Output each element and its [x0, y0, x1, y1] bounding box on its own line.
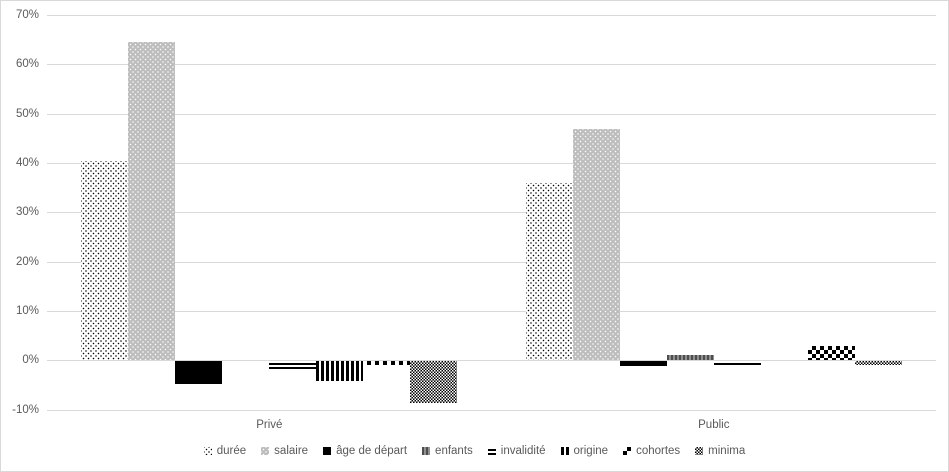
legend-item-vertical-lines: origine	[560, 444, 609, 458]
legend-marker-dots-sparse-black-icon	[203, 447, 212, 455]
legend-item-dots-sparse-black: durée	[203, 444, 247, 458]
gridline-50%	[47, 113, 936, 115]
gridline-0%	[47, 360, 936, 362]
legend-item-horizontal-lines: invalidité	[487, 444, 546, 458]
gridline-40%	[47, 163, 936, 164]
bar-gray-with-white-dots-public	[572, 128, 620, 361]
legend-item-checkerboard-large: cohortes	[623, 444, 680, 458]
bar-checkerboard-large-public	[807, 345, 855, 361]
legend-label: âge de départ	[336, 445, 408, 457]
y-axis-tick-label: 10%	[15, 305, 39, 317]
legend-marker-horizontal-lines-icon	[487, 447, 496, 455]
gridline-70%	[47, 15, 936, 16]
gridline-60%	[47, 64, 936, 66]
legend-item-solid-black: âge de départ	[323, 444, 407, 458]
legend-item-dark-gray-vertical-stripes: enfants	[422, 444, 473, 458]
legend-label: durée	[216, 445, 247, 457]
y-axis-tick-label: 0%	[22, 354, 39, 367]
bar-dots-sparse-black-prive	[81, 160, 129, 361]
legend-item-gray-with-white-dots: salaire	[261, 444, 308, 458]
legend-item-checkerboard-fine: minima	[695, 444, 745, 458]
legend-marker-checkerboard-large-icon	[623, 447, 632, 455]
bar-horizontal-lines-prive	[269, 361, 317, 372]
legend-label: salaire	[274, 445, 309, 457]
y-axis-tick-label: 60%	[15, 58, 39, 71]
y-axis-tick-label: 30%	[15, 206, 39, 219]
y-axis-tick-label: 20%	[15, 255, 39, 268]
gridline--10%	[47, 409, 936, 411]
bar-vertical-lines-prive	[316, 361, 364, 382]
gridline-30%	[47, 212, 936, 214]
legend-marker-solid-black-icon	[323, 447, 332, 455]
legend-label: minima	[708, 445, 746, 457]
bar-dots-sparse-black-public	[525, 182, 573, 361]
category-label-prive: Privé	[256, 419, 283, 431]
bar-gray-with-white-dots-prive	[128, 42, 176, 361]
gridline-10%	[47, 311, 936, 312]
bar-checkerboard-large-prive	[363, 361, 411, 365]
y-axis-tick-label: -10%	[12, 403, 39, 416]
gridline-20%	[47, 261, 936, 263]
bar-checkerboard-fine-public	[854, 361, 902, 365]
legend-label: cohortes	[636, 445, 681, 457]
bar-horizontal-lines-public	[713, 361, 761, 367]
legend-label: enfants	[435, 445, 473, 457]
legend-marker-checkerboard-fine-icon	[695, 447, 704, 455]
legend-label: invalidité	[500, 445, 546, 457]
legend-marker-vertical-lines-icon	[560, 447, 569, 455]
y-axis-tick-label: 50%	[15, 107, 39, 120]
bar-solid-black-prive	[175, 361, 223, 384]
legend-marker-dark-gray-vertical-stripes-icon	[422, 447, 431, 455]
legend-label: origine	[573, 445, 609, 457]
y-axis-tick-label: 40%	[15, 157, 39, 169]
bar-dark-gray-vertical-stripes-public	[666, 355, 714, 361]
legend: durée salaire âge de départ enfants invalidi…	[1, 444, 948, 458]
bar-checkerboard-fine-prive	[410, 361, 458, 404]
legend-marker-gray-with-white-dots-icon	[261, 447, 270, 455]
category-label-public: Public	[698, 419, 730, 431]
bar-solid-black-public	[619, 361, 667, 367]
y-axis-tick-label: 70%	[15, 9, 39, 21]
